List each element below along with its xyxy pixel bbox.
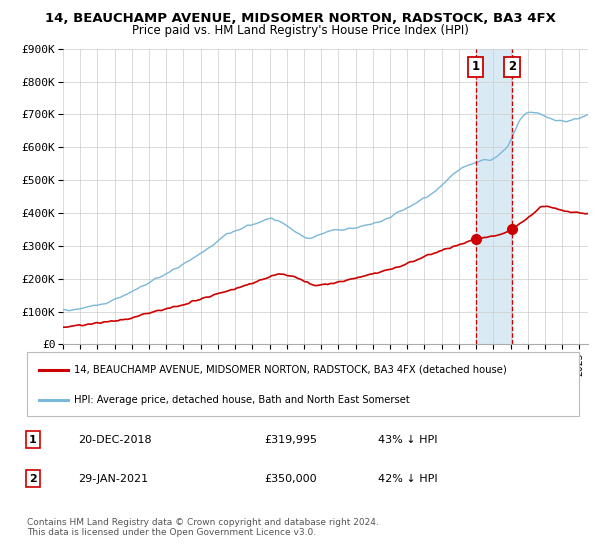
- Text: 14, BEAUCHAMP AVENUE, MIDSOMER NORTON, RADSTOCK, BA3 4FX: 14, BEAUCHAMP AVENUE, MIDSOMER NORTON, R…: [44, 12, 556, 25]
- Text: 43% ↓ HPI: 43% ↓ HPI: [378, 435, 437, 445]
- Text: 20-DEC-2018: 20-DEC-2018: [78, 435, 152, 445]
- Text: Price paid vs. HM Land Registry's House Price Index (HPI): Price paid vs. HM Land Registry's House …: [131, 24, 469, 37]
- Text: £350,000: £350,000: [264, 474, 317, 484]
- FancyBboxPatch shape: [27, 352, 579, 416]
- Text: 1: 1: [472, 60, 479, 73]
- Text: 14, BEAUCHAMP AVENUE, MIDSOMER NORTON, RADSTOCK, BA3 4FX (detached house): 14, BEAUCHAMP AVENUE, MIDSOMER NORTON, R…: [74, 365, 506, 375]
- Text: £319,995: £319,995: [264, 435, 317, 445]
- Text: 2: 2: [508, 60, 516, 73]
- Text: Contains HM Land Registry data © Crown copyright and database right 2024.
This d: Contains HM Land Registry data © Crown c…: [27, 518, 379, 538]
- Text: HPI: Average price, detached house, Bath and North East Somerset: HPI: Average price, detached house, Bath…: [74, 395, 410, 404]
- Text: 29-JAN-2021: 29-JAN-2021: [78, 474, 148, 484]
- Text: 2: 2: [29, 474, 37, 484]
- Text: 1: 1: [29, 435, 37, 445]
- Bar: [476, 49, 512, 344]
- Text: 42% ↓ HPI: 42% ↓ HPI: [378, 474, 437, 484]
